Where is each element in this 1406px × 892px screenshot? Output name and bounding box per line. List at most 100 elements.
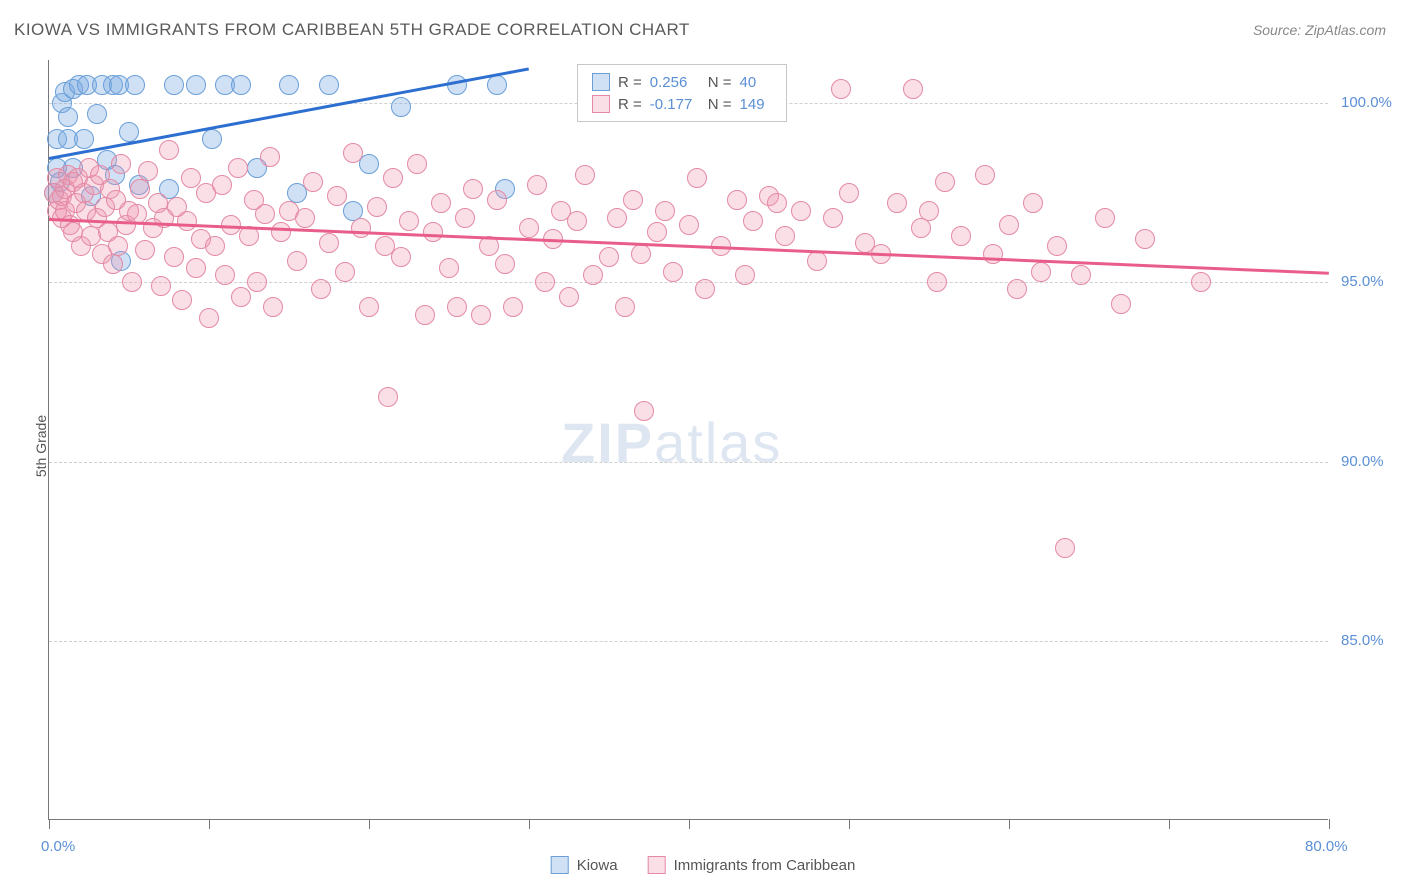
data-point xyxy=(327,186,347,206)
data-point xyxy=(335,262,355,282)
data-point xyxy=(663,262,683,282)
data-point xyxy=(319,75,339,95)
data-point xyxy=(839,183,859,203)
data-point xyxy=(407,154,427,174)
data-point xyxy=(125,75,145,95)
data-point xyxy=(999,215,1019,235)
data-point xyxy=(439,258,459,278)
data-point xyxy=(495,254,515,274)
data-point xyxy=(391,247,411,267)
n-value: 40 xyxy=(740,74,772,91)
data-point xyxy=(130,179,150,199)
data-point xyxy=(391,97,411,117)
data-point xyxy=(743,211,763,231)
gridline xyxy=(49,462,1328,463)
data-point xyxy=(164,247,184,267)
data-point xyxy=(607,208,627,228)
data-point xyxy=(319,233,339,253)
kiowa-swatch xyxy=(551,856,569,874)
ytick-label: 95.0% xyxy=(1341,273,1384,290)
r-value: 0.256 xyxy=(650,74,700,91)
data-point xyxy=(231,287,251,307)
data-point xyxy=(159,140,179,160)
data-point xyxy=(311,279,331,299)
ytick-label: 90.0% xyxy=(1341,453,1384,470)
data-point xyxy=(172,290,192,310)
data-point xyxy=(447,75,467,95)
data-point xyxy=(415,305,435,325)
data-point xyxy=(367,197,387,217)
data-point xyxy=(271,222,291,242)
n-value: 149 xyxy=(740,96,772,113)
data-point xyxy=(831,79,851,99)
data-point xyxy=(487,75,507,95)
data-point xyxy=(199,308,219,328)
data-point xyxy=(231,75,251,95)
data-point xyxy=(775,226,795,246)
r-value: -0.177 xyxy=(650,96,700,113)
data-point xyxy=(186,258,206,278)
data-point xyxy=(378,387,398,407)
data-point xyxy=(679,215,699,235)
ytick-label: 100.0% xyxy=(1341,94,1392,111)
xtick xyxy=(209,819,210,829)
data-point xyxy=(935,172,955,192)
data-point xyxy=(647,222,667,242)
data-point xyxy=(487,190,507,210)
data-point xyxy=(202,129,222,149)
kiowa-label: Kiowa xyxy=(577,857,618,874)
data-point xyxy=(103,254,123,274)
data-point xyxy=(807,251,827,271)
data-point xyxy=(1135,229,1155,249)
data-point xyxy=(887,193,907,213)
plot-area: ZIPatlas 85.0%90.0%95.0%100.0%0.0%80.0%R… xyxy=(48,60,1328,820)
watermark-rest: atlas xyxy=(654,411,782,474)
n-label: N = xyxy=(708,74,732,91)
data-point xyxy=(471,305,491,325)
data-point xyxy=(599,247,619,267)
data-point xyxy=(447,297,467,317)
r-label: R = xyxy=(618,74,642,91)
data-point xyxy=(519,218,539,238)
data-point xyxy=(1111,294,1131,314)
data-point xyxy=(295,208,315,228)
data-point xyxy=(247,272,267,292)
data-point xyxy=(791,201,811,221)
data-point xyxy=(399,211,419,231)
data-point xyxy=(151,276,171,296)
data-point xyxy=(383,168,403,188)
data-point xyxy=(119,122,139,142)
data-point xyxy=(823,208,843,228)
ytick-label: 85.0% xyxy=(1341,632,1384,649)
data-point xyxy=(177,211,197,231)
data-point xyxy=(215,265,235,285)
data-point xyxy=(655,201,675,221)
gridline xyxy=(49,282,1328,283)
data-point xyxy=(727,190,747,210)
caribbean-swatch xyxy=(648,856,666,874)
legend-item-kiowa: Kiowa xyxy=(551,856,618,874)
data-point xyxy=(164,75,184,95)
legend-item-caribbean: Immigrants from Caribbean xyxy=(648,856,856,874)
data-point xyxy=(567,211,587,231)
data-point xyxy=(1191,272,1211,292)
data-point xyxy=(279,75,299,95)
y-axis-label: 5th Grade xyxy=(33,415,49,477)
data-point xyxy=(503,297,523,317)
data-point xyxy=(212,175,232,195)
caribbean-label: Immigrants from Caribbean xyxy=(674,857,856,874)
xtick xyxy=(49,819,50,829)
data-point xyxy=(186,75,206,95)
data-point xyxy=(559,287,579,307)
data-point xyxy=(1047,236,1067,256)
data-point xyxy=(260,147,280,167)
data-point xyxy=(135,240,155,260)
data-point xyxy=(927,272,947,292)
data-point xyxy=(351,218,371,238)
data-point xyxy=(431,193,451,213)
data-point xyxy=(583,265,603,285)
data-point xyxy=(983,244,1003,264)
data-point xyxy=(631,244,651,264)
data-point xyxy=(58,107,78,127)
n-label: N = xyxy=(708,96,732,113)
